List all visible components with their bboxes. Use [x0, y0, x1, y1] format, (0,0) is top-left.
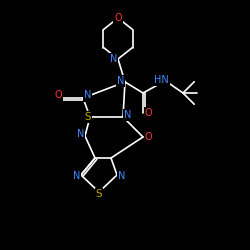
Text: N: N — [73, 171, 80, 181]
Text: O: O — [55, 90, 62, 101]
Text: O: O — [145, 108, 152, 118]
Text: N: N — [118, 171, 125, 181]
Text: N: N — [110, 54, 117, 64]
Text: N: N — [84, 90, 91, 101]
Text: S: S — [96, 189, 102, 199]
Text: N: N — [77, 129, 84, 139]
Text: N: N — [117, 76, 124, 86]
Text: HN: HN — [154, 74, 169, 85]
Text: N: N — [124, 110, 131, 120]
Text: O: O — [114, 13, 122, 23]
Text: O: O — [145, 132, 152, 142]
Text: S: S — [84, 112, 91, 122]
